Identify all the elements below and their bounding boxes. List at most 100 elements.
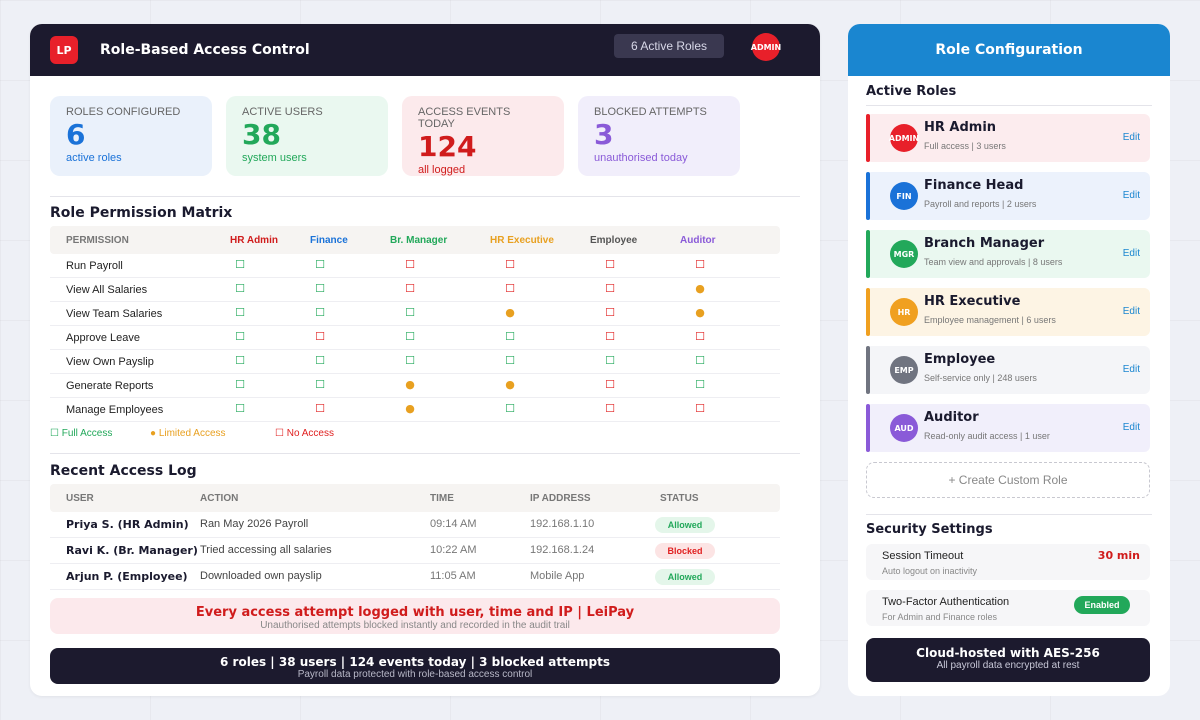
log-user: Priya S. (HR Admin) xyxy=(66,518,189,531)
log-action: Downloaded own payslip xyxy=(200,570,322,582)
permission-cell-none[interactable]: ☐ xyxy=(405,258,415,271)
permission-cell-full[interactable]: ☐ xyxy=(315,282,325,295)
permission-name: View Team Salaries xyxy=(66,308,163,320)
active-roles-pill[interactable]: 6 Active Roles xyxy=(614,34,724,58)
matrix-header: PERMISSION HR Admin Finance Br. Manager HR … xyxy=(50,226,780,254)
edit-role-link[interactable]: Edit xyxy=(1122,422,1140,433)
matrix-role-header: Employee xyxy=(590,235,638,246)
edit-role-link[interactable]: Edit xyxy=(1122,364,1140,375)
role-name: Branch Manager xyxy=(924,236,1045,251)
divider xyxy=(50,453,800,454)
permission-cell-none[interactable]: ☐ xyxy=(315,330,325,343)
permission-cell-none[interactable]: ☐ xyxy=(315,402,325,415)
role-config-panel: Role Configuration Active Roles ADMIN HR … xyxy=(848,24,1170,696)
permission-cell-limited[interactable]: ● xyxy=(695,306,705,319)
permission-cell-full[interactable]: ☐ xyxy=(235,306,245,319)
role-desc: Self-service only | 248 users xyxy=(924,373,1037,383)
permission-cell-none[interactable]: ☐ xyxy=(605,378,615,391)
log-time: 11:05 AM xyxy=(430,570,476,582)
permission-cell-full[interactable]: ☐ xyxy=(235,378,245,391)
role-card[interactable]: FIN Finance Head Payroll and reports | 2 u… xyxy=(866,172,1150,220)
permission-cell-full[interactable]: ☐ xyxy=(505,354,515,367)
role-desc: Full access | 3 users xyxy=(924,141,1006,151)
permission-name: Approve Leave xyxy=(66,332,140,344)
role-color-bar xyxy=(866,288,870,336)
role-name: HR Executive xyxy=(924,294,1021,309)
permission-cell-limited[interactable]: ● xyxy=(405,378,415,391)
status-badge: Allowed xyxy=(655,569,715,585)
edit-role-link[interactable]: Edit xyxy=(1122,248,1140,259)
permission-name: View All Salaries xyxy=(66,284,148,296)
permission-cell-none[interactable]: ☐ xyxy=(695,258,705,271)
role-color-bar xyxy=(866,404,870,452)
edit-role-link[interactable]: Edit xyxy=(1122,306,1140,317)
stat-label: ACTIVE USERS xyxy=(242,106,323,118)
permission-cell-full[interactable]: ☐ xyxy=(235,354,245,367)
permission-cell-full[interactable]: ☐ xyxy=(235,282,245,295)
legend-limited: ● Limited Access xyxy=(150,428,226,439)
permission-cell-none[interactable]: ☐ xyxy=(605,402,615,415)
permission-cell-full[interactable]: ☐ xyxy=(405,354,415,367)
matrix-role-header: Br. Manager xyxy=(390,235,448,246)
permission-cell-full[interactable]: ☐ xyxy=(405,330,415,343)
role-card[interactable]: HR HR Executive Employee management | 6 us… xyxy=(866,288,1150,336)
permission-cell-none[interactable]: ☐ xyxy=(605,330,615,343)
permission-cell-full[interactable]: ☐ xyxy=(235,258,245,271)
role-color-bar xyxy=(866,114,870,162)
user-avatar[interactable]: ADMIN xyxy=(751,33,781,61)
permission-cell-full[interactable]: ☐ xyxy=(235,330,245,343)
permission-cell-none[interactable]: ☐ xyxy=(695,402,705,415)
permission-cell-full[interactable]: ☐ xyxy=(315,378,325,391)
role-card[interactable]: AUD Auditor Read-only audit access | 1 use… xyxy=(866,404,1150,452)
permission-cell-none[interactable]: ☐ xyxy=(505,282,515,295)
page-title: Role-Based Access Control xyxy=(100,42,310,58)
matrix-row: Approve Leave ☐ ☐ ☐ ☐ ☐ ☐ xyxy=(50,326,780,350)
stat-label: ROLES CONFIGURED xyxy=(66,106,181,118)
permission-cell-full[interactable]: ☐ xyxy=(315,306,325,319)
matrix-role-header: HR Admin xyxy=(230,235,278,246)
permission-cell-full[interactable]: ☐ xyxy=(505,402,515,415)
permission-cell-full[interactable]: ☐ xyxy=(695,354,705,367)
edit-role-link[interactable]: Edit xyxy=(1122,132,1140,143)
matrix-row: View Team Salaries ☐ ☐ ☐ ● ☐ ● xyxy=(50,302,780,326)
setting-name: Two-Factor Authentication xyxy=(882,596,1010,608)
permission-cell-none[interactable]: ☐ xyxy=(505,258,515,271)
permission-cell-full[interactable]: ☐ xyxy=(605,354,615,367)
top-bar: LP Role-Based Access Control 6 Active Ro… xyxy=(30,24,820,76)
permission-cell-limited[interactable]: ● xyxy=(695,282,705,295)
permission-cell-full[interactable]: ☐ xyxy=(315,258,325,271)
matrix-row: Run Payroll ☐ ☐ ☐ ☐ ☐ ☐ xyxy=(50,254,780,278)
permission-name: Run Payroll xyxy=(66,260,123,272)
create-custom-role-button[interactable]: + Create Custom Role xyxy=(866,462,1150,498)
role-card[interactable]: EMP Employee Self-service only | 248 users… xyxy=(866,346,1150,394)
permission-cell-none[interactable]: ☐ xyxy=(605,282,615,295)
permission-cell-limited[interactable]: ● xyxy=(405,402,415,415)
two-factor-toggle[interactable]: Enabled xyxy=(1074,596,1130,614)
permission-cell-full[interactable]: ☐ xyxy=(235,402,245,415)
permission-cell-full[interactable]: ☐ xyxy=(315,354,325,367)
permission-cell-full[interactable]: ☐ xyxy=(405,306,415,319)
permission-cell-none[interactable]: ☐ xyxy=(605,258,615,271)
permission-cell-none[interactable]: ☐ xyxy=(405,282,415,295)
permission-cell-full[interactable]: ☐ xyxy=(505,330,515,343)
log-ip: Mobile App xyxy=(530,570,585,582)
permission-cell-limited[interactable]: ● xyxy=(505,306,515,319)
role-card[interactable]: MGR Branch Manager Team view and approvals… xyxy=(866,230,1150,278)
divider xyxy=(50,196,800,197)
role-desc: Payroll and reports | 2 users xyxy=(924,199,1037,209)
log-row: Priya S. (HR Admin) Ran May 2026 Payroll 0… xyxy=(50,512,780,538)
role-desc: Employee management | 6 users xyxy=(924,315,1056,325)
role-card[interactable]: ADMIN HR Admin Full access | 3 users Edit xyxy=(866,114,1150,162)
permission-cell-none[interactable]: ☐ xyxy=(605,306,615,319)
permission-cell-full[interactable]: ☐ xyxy=(695,378,705,391)
permission-cell-limited[interactable]: ● xyxy=(505,378,515,391)
role-avatar: AUD xyxy=(890,414,918,442)
permission-cell-none[interactable]: ☐ xyxy=(695,330,705,343)
app-logo: LP xyxy=(50,36,78,64)
setting-session-timeout[interactable]: Session Timeout Auto logout on inactivit… xyxy=(866,544,1150,580)
stat-value: 6 xyxy=(66,118,86,151)
audit-notice: Every access attempt logged with user, t… xyxy=(50,598,780,634)
edit-role-link[interactable]: Edit xyxy=(1122,190,1140,201)
permission-name: Generate Reports xyxy=(66,380,154,392)
log-row: Arjun P. (Employee) Downloaded own paysli… xyxy=(50,564,780,590)
